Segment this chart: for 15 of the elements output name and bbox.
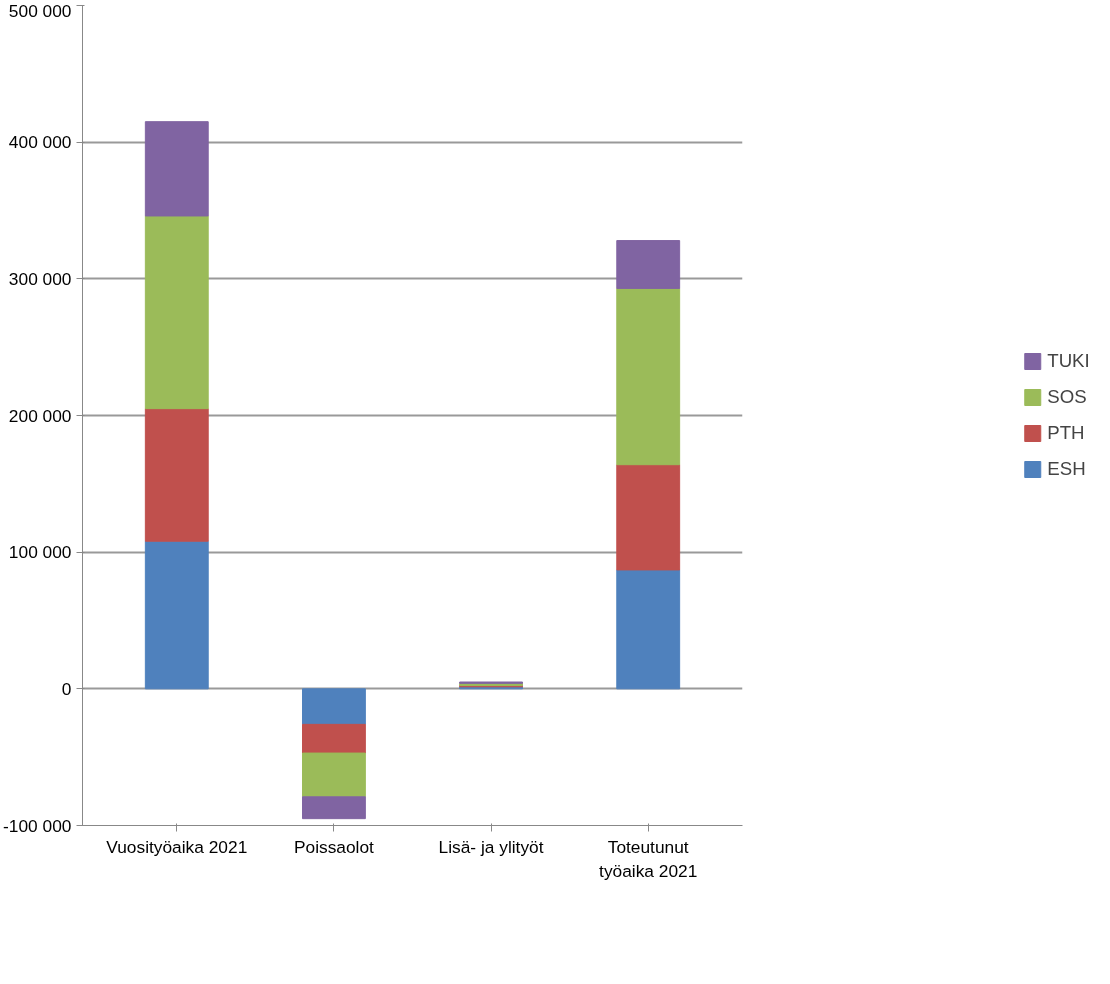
y-tick-label: 300 000: [8, 268, 72, 289]
x-tick-label: Poissaolot: [293, 836, 375, 857]
legend-label: ESH: [1047, 458, 1086, 480]
x-tick-label: Toteutunut työaika 2021: [599, 836, 698, 881]
y-tick-label: 100 000: [8, 542, 72, 563]
legend-label: TUKI: [1047, 350, 1090, 372]
x-tick-label: Lisä- ja ylityöt: [438, 836, 544, 857]
legend-label: PTH: [1047, 422, 1085, 444]
y-tick-label: 200 000: [8, 405, 72, 426]
legend-label: SOS: [1047, 386, 1087, 408]
x-tick-label: Vuosityöaika 2021: [106, 836, 248, 857]
y-tick-label: 500 000: [8, 0, 72, 21]
y-tick-label: 400 000: [8, 132, 72, 153]
y-tick-label: 0: [61, 678, 72, 699]
y-tick-label: -100 000: [3, 815, 72, 836]
